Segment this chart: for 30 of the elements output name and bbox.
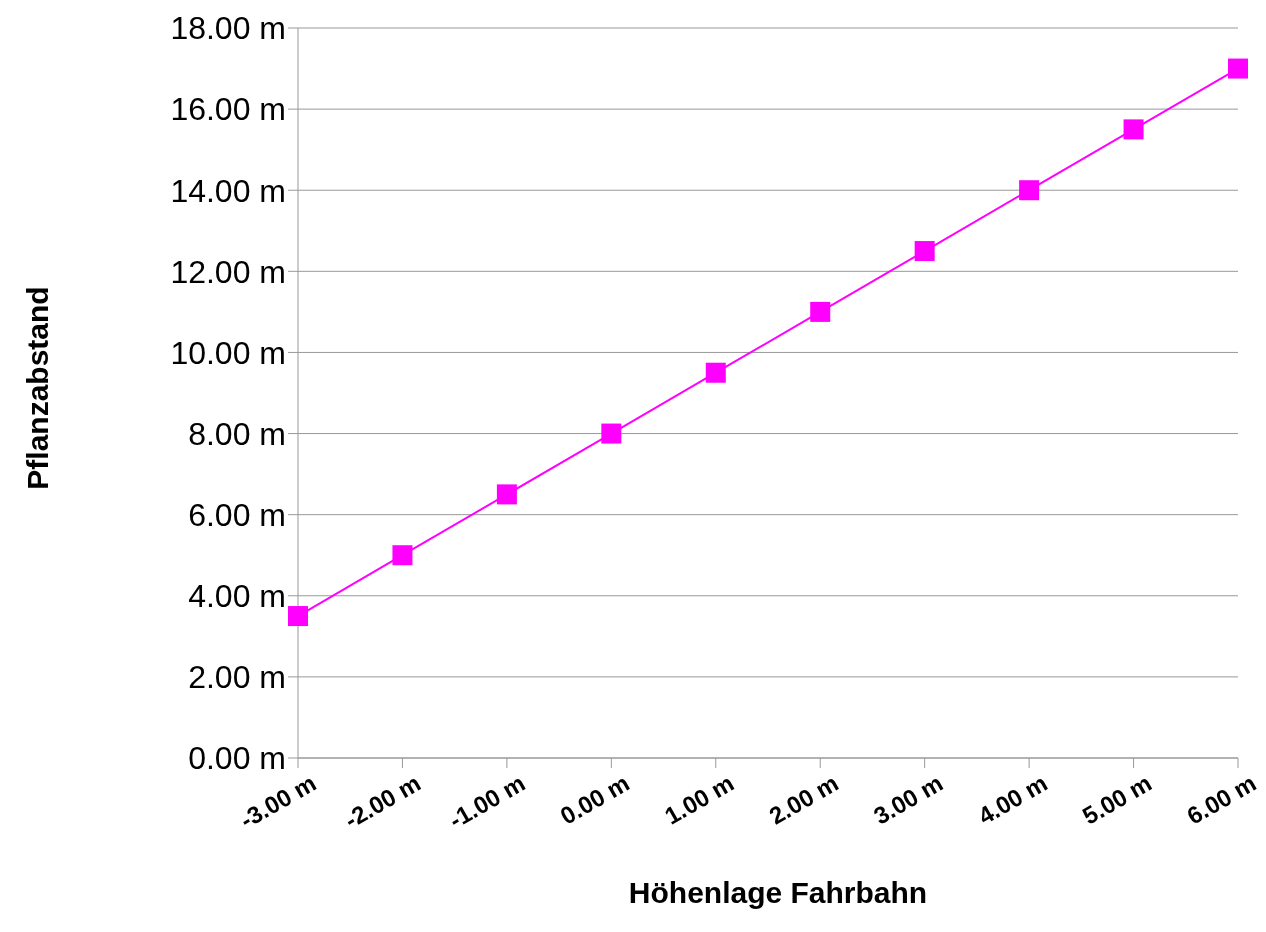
x-tick-label: 4.00 m (973, 768, 1052, 830)
point (392, 545, 413, 566)
y-tick-label: 6.00 m (188, 497, 286, 534)
point (914, 241, 935, 262)
y-axis-title: Pflanzabstand (21, 286, 55, 490)
x-tick-label: -1.00 m (444, 768, 530, 834)
point (288, 606, 308, 627)
point (810, 301, 831, 322)
x-tick-label: 2.00 m (764, 768, 843, 830)
x-tick-label: -2.00 m (339, 768, 425, 834)
point (601, 423, 622, 444)
y-tick-label: 16.00 m (170, 91, 286, 128)
x-tick-label: 6.00 m (1182, 768, 1261, 830)
y-tick-label: 18.00 m (170, 10, 286, 47)
y-tick-label: 8.00 m (188, 415, 286, 452)
point (1228, 58, 1248, 79)
y-tick-label: 14.00 m (170, 172, 286, 209)
y-tick-label: 12.00 m (170, 253, 286, 290)
y-tick-label: 2.00 m (188, 659, 286, 696)
x-tick-label: 5.00 m (1077, 768, 1157, 830)
y-tick-label: 10.00 m (170, 334, 286, 371)
y-tick-label: 4.00 m (188, 578, 286, 615)
point (496, 484, 517, 505)
point (1019, 180, 1040, 201)
x-tick-label: 1.00 m (660, 768, 739, 830)
point (1123, 119, 1144, 140)
x-tick-label: 0.00 m (555, 768, 634, 830)
x-tick-label: 3.00 m (868, 768, 948, 830)
point (705, 362, 726, 383)
x-axis-title: Höhenlage Fahrbahn (627, 876, 929, 910)
